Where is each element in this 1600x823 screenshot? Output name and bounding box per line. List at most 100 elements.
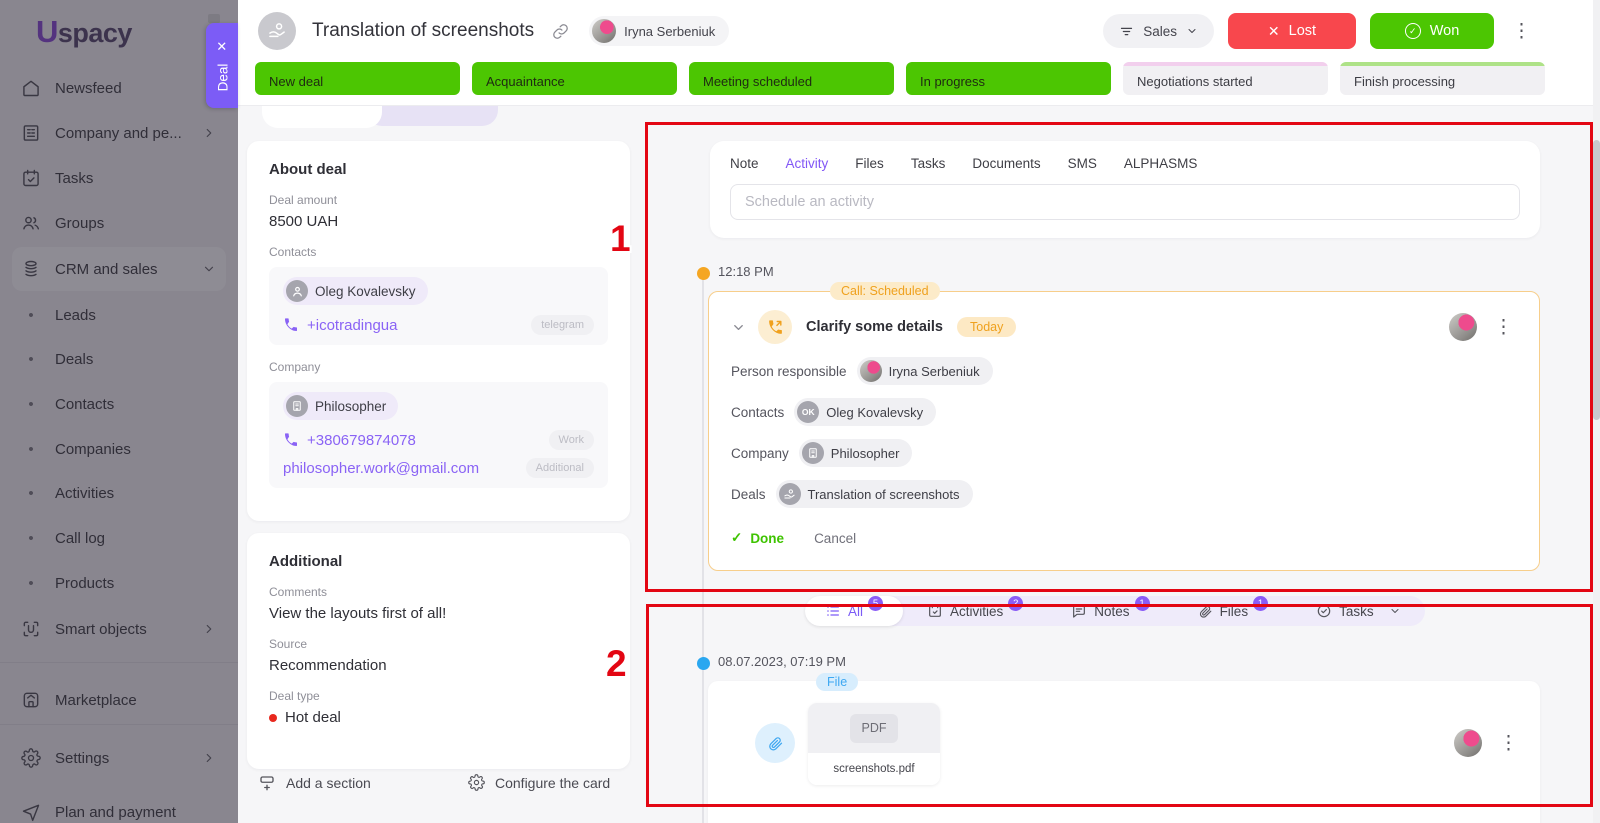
link-icon[interactable]: [552, 23, 569, 40]
kebab-menu-icon[interactable]: ⋮: [1512, 20, 1531, 42]
count-badge: 1: [1134, 595, 1150, 611]
paperclip-icon: [1198, 604, 1213, 619]
kebab-menu-icon[interactable]: ⋮: [1494, 316, 1513, 338]
source-label: Source: [269, 637, 308, 651]
tab-activity[interactable]: Activity: [785, 156, 829, 171]
tab-files[interactable]: Files: [855, 156, 884, 171]
phone-tag-badge: telegram: [531, 315, 594, 335]
filter-tab-activities[interactable]: Activities 2: [903, 595, 1047, 626]
stage-in-progress[interactable]: In progress: [906, 62, 1111, 95]
deal-chip[interactable]: Translation of screenshots: [775, 480, 973, 508]
filter-tab-tasks[interactable]: Tasks: [1292, 596, 1425, 626]
timeline-dot-file: [697, 657, 710, 670]
stage-label: Acquaintance: [486, 74, 565, 89]
deal-header: Translation of screenshots Iryna Serbeni…: [238, 0, 1600, 62]
tab-note[interactable]: Note: [730, 156, 759, 171]
sidebar-dim-overlay: [0, 0, 238, 823]
filter-tab-label: All: [848, 603, 864, 619]
stage-acquaintance[interactable]: Acquaintance: [472, 62, 677, 95]
deal-name: Translation of screenshots: [807, 486, 960, 502]
company-email-link[interactable]: philosopher.work@gmail.com: [283, 460, 479, 477]
company-chip[interactable]: Philosopher: [798, 439, 913, 467]
comments-value[interactable]: View the layouts first of all!: [269, 605, 447, 622]
due-date-badge: Today: [957, 317, 1017, 337]
tab-documents[interactable]: Documents: [972, 156, 1041, 171]
count-badge: 2: [1008, 595, 1024, 611]
lost-button[interactable]: ✕ Lost: [1228, 13, 1356, 49]
stage-meeting-scheduled[interactable]: Meeting scheduled: [689, 62, 894, 95]
count-badge: 5: [868, 595, 884, 611]
add-section-icon: [258, 774, 276, 792]
contact-chip[interactable]: Oleg Kovalevsky: [283, 277, 428, 305]
filter-tab-files[interactable]: Files 1: [1174, 595, 1293, 626]
avatar: [859, 360, 882, 382]
close-icon: ✕: [1267, 22, 1280, 39]
chevron-down-icon: [1186, 25, 1198, 37]
pipeline-name: Sales: [1143, 23, 1177, 39]
activity-title[interactable]: Clarify some details: [806, 319, 943, 335]
file-type-badge: File: [816, 673, 859, 691]
company-email: philosopher.work@gmail.com: [283, 459, 480, 477]
contact-name: Oleg Kovalevsky: [315, 283, 416, 299]
won-button[interactable]: ✓ Won: [1370, 13, 1494, 49]
add-section-button[interactable]: Add a section: [258, 774, 371, 792]
field-label: Contacts: [731, 404, 785, 420]
tab-sms[interactable]: SMS: [1067, 156, 1097, 171]
deal-content: About deal Deal amount 8500 UAH Contacts…: [238, 105, 1600, 823]
deal-type-value[interactable]: Hot deal: [269, 709, 608, 726]
company-chip[interactable]: Philosopher: [283, 392, 399, 420]
deal-amount-value[interactable]: 8500 UAH: [269, 213, 339, 230]
company-phone-link[interactable]: +380679874078: [283, 432, 416, 449]
company-label: Company: [269, 360, 321, 374]
list-icon: [825, 603, 841, 619]
owner-chip[interactable]: Iryna Serbeniuk: [589, 16, 730, 46]
contact-phone-link[interactable]: +icotradingua: [283, 317, 397, 334]
deal-icon: [778, 483, 801, 505]
phone-tag-badge: Work: [548, 430, 594, 450]
timeline-time: 12:18 PM: [718, 264, 774, 279]
cancel-button[interactable]: Cancel: [814, 530, 857, 546]
file-attachment[interactable]: PDF screenshots.pdf: [808, 703, 940, 785]
kebab-menu-icon[interactable]: ⋮: [1499, 732, 1518, 754]
stage-new-deal[interactable]: New deal: [255, 62, 460, 95]
activity-composer-card: Note Activity Files Tasks Documents SMS …: [710, 141, 1540, 238]
filter-tab-all[interactable]: All 5: [805, 595, 904, 626]
chevron-down-icon[interactable]: [731, 320, 746, 335]
company-panel: Philosopher +380679874078 Work philosoph…: [269, 382, 608, 488]
contact-chip[interactable]: OK Oleg Kovalevsky: [794, 398, 937, 426]
tab-alphasms[interactable]: ALPHASMS: [1123, 156, 1198, 171]
stage-finish-processing[interactable]: Finish processing: [1340, 62, 1545, 95]
field-company: Company Philosopher: [731, 439, 1517, 467]
scrollbar-thumb[interactable]: [1593, 140, 1600, 420]
left-tab-remnant-active[interactable]: [262, 106, 382, 128]
field-deals: Deals Translation of screenshots: [731, 480, 1517, 508]
collapsed-mini-tab[interactable]: [208, 14, 220, 23]
schedule-activity-input[interactable]: [730, 184, 1520, 220]
tab-tasks[interactable]: Tasks: [910, 156, 946, 171]
source-value[interactable]: Recommendation: [269, 657, 387, 674]
email-tag-badge: Additional: [525, 458, 594, 478]
calendar-icon: [927, 603, 943, 619]
page-title: Translation of screenshots: [312, 20, 535, 41]
timeline-line: [702, 276, 704, 823]
timeline-time: 08.07.2023, 07:19 PM: [718, 654, 846, 669]
composer-tabs: Note Activity Files Tasks Documents SMS …: [730, 156, 1520, 171]
filter-tab-notes[interactable]: Notes 1: [1047, 595, 1173, 626]
person-chip[interactable]: Iryna Serbeniuk: [856, 357, 993, 385]
configure-card-button[interactable]: Configure the card: [468, 774, 610, 791]
close-icon[interactable]: ✕: [214, 40, 230, 52]
won-label: Won: [1429, 23, 1460, 39]
stage-label: New deal: [269, 74, 324, 89]
deal-avatar: [258, 12, 296, 50]
call-activity-card: Clarify some details Today ⋮ Person resp…: [708, 291, 1540, 571]
stage-color-strip: [1340, 62, 1545, 66]
done-button[interactable]: ✓ Done: [731, 530, 785, 546]
company-phone: +380679874078: [307, 431, 416, 449]
pipeline-selector[interactable]: Sales: [1103, 14, 1214, 48]
left-tab-remnant-secondary[interactable]: [366, 106, 498, 126]
stage-negotiations-started[interactable]: Negotiations started: [1123, 62, 1328, 95]
filter-tab-label: Files: [1219, 603, 1249, 619]
building-icon: [801, 442, 824, 464]
company-name: Philosopher: [830, 445, 900, 461]
deal-panel-tab[interactable]: Deal ✕: [206, 23, 238, 108]
